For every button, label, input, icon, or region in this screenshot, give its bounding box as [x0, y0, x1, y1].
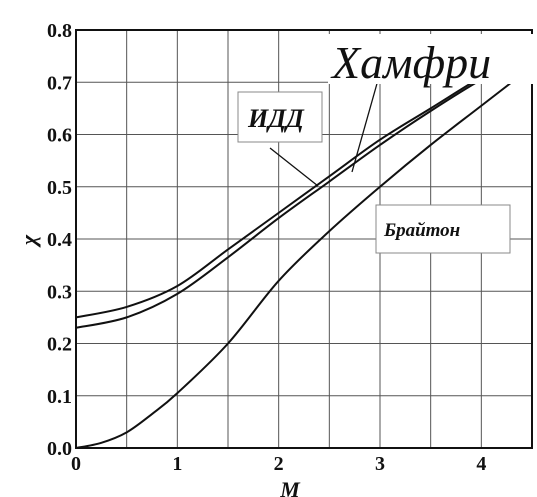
y-tick-labels: 0.0 0.1 0.2 0.3 0.4 0.5 0.6 0.7 0.8 [47, 20, 72, 460]
x-tick-label: 0 [71, 453, 81, 475]
idd-label: ИДД [247, 104, 305, 133]
humphrey-label: Хамфри [330, 37, 491, 88]
idd-leader-line-1 [269, 147, 319, 187]
x-tick-label: 4 [476, 453, 486, 475]
series-line-1 [75, 47, 533, 319]
y-tick-label: 0.5 [47, 177, 72, 199]
y-tick-label: 0.2 [47, 334, 72, 356]
x-tick-label: 2 [274, 453, 284, 475]
x-axis-title: M [279, 477, 301, 497]
plot-frame [75, 29, 533, 449]
brayton-label: Брайтон [383, 220, 460, 241]
y-tick-label: 0.0 [47, 438, 72, 460]
x-tick-labels: 0 1 2 3 4 [71, 453, 486, 475]
brayton-label-box [375, 204, 511, 254]
y-tick-label: 0.3 [47, 281, 72, 303]
series-line-3 [75, 65, 533, 449]
annotations: Хамфри ИДД Брайтон [237, 34, 534, 254]
humphrey-label-bg [328, 34, 534, 84]
y-tick-label: 0.7 [47, 72, 72, 94]
y-tick-label: 0.6 [47, 125, 72, 147]
y-axis-title: χ [16, 234, 41, 248]
x-tick-label: 1 [172, 453, 182, 475]
series-line-2 [75, 52, 533, 329]
idd-leader-line-2 [351, 79, 379, 173]
y-tick-label: 0.4 [47, 229, 72, 251]
y-tick-label: 0.8 [47, 20, 72, 42]
series-lines [75, 47, 533, 449]
idd-label-box [237, 91, 323, 143]
y-tick-label: 0.1 [47, 386, 72, 408]
x-tick-label: 3 [375, 453, 385, 475]
